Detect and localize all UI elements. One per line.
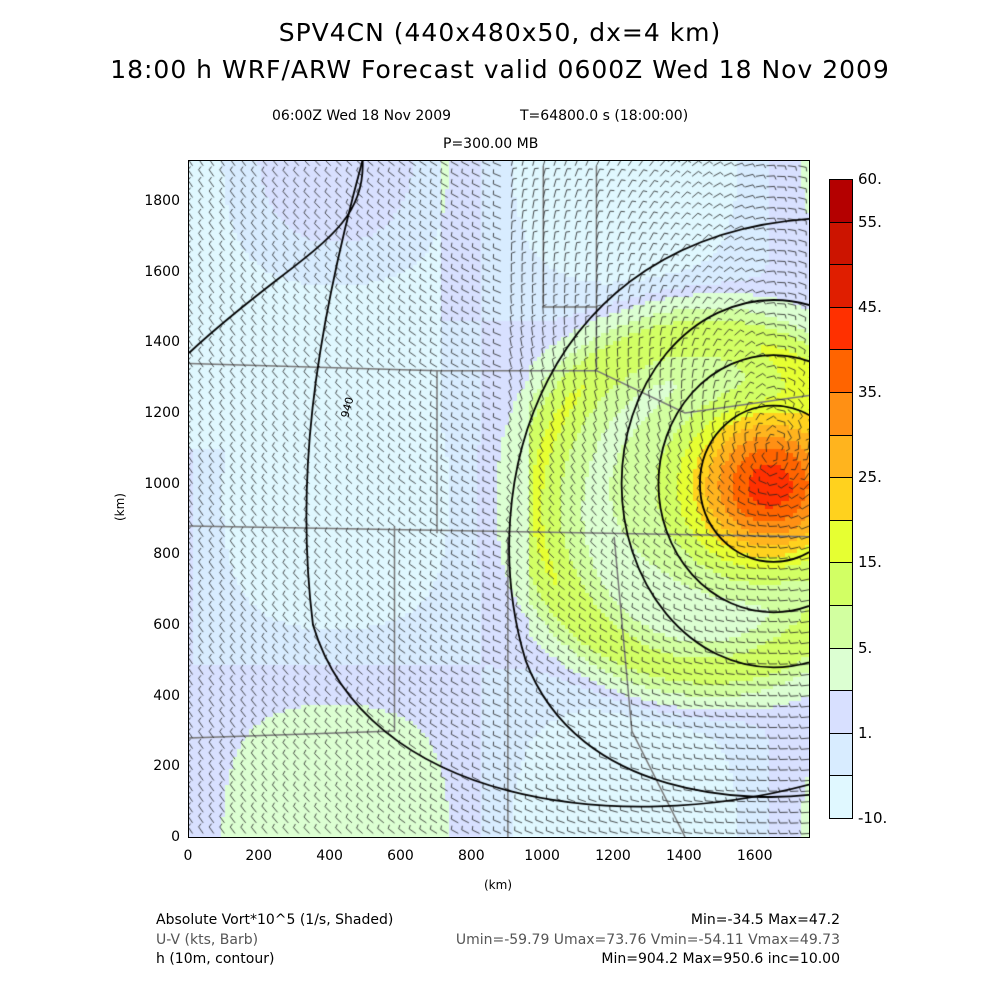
colorbar-box <box>829 221 853 266</box>
y-tick-label: 1000 <box>144 475 180 492</box>
colorbar-label: 35. <box>858 383 882 401</box>
colorbar-box <box>829 562 853 606</box>
x-axis-label: (km) <box>484 878 513 892</box>
y-tick-label: 400 <box>153 687 180 704</box>
model-seconds: T=64800.0 s (18:00:00) <box>520 108 689 124</box>
colorbar-label: 5. <box>858 638 873 657</box>
x-tick-label: 400 <box>316 848 343 864</box>
x-tick-label: 1400 <box>666 848 702 864</box>
colorbar-box <box>829 690 853 734</box>
colorbar-label: -10. <box>858 809 888 827</box>
x-tick-label: 0 <box>183 848 193 864</box>
vorticity-label: Absolute Vort*10^5 (1/s, Shaded) <box>156 912 394 928</box>
height-label: h (10m, contour) <box>156 951 275 967</box>
x-tick-label: 1600 <box>736 848 773 864</box>
colorbar-label: 15. <box>858 553 882 572</box>
colorbar-box <box>829 306 853 351</box>
colorbar-box <box>829 519 853 564</box>
colorbar-box <box>829 477 853 521</box>
colorbar-box <box>829 179 853 223</box>
x-tick-label: 1000 <box>524 848 560 864</box>
height-stats: Min=904.2 Max=950.6 inc=10.00 <box>601 951 840 967</box>
vorticity-wind-field <box>189 161 809 837</box>
y-tick-label: 1200 <box>144 405 180 422</box>
x-tick-label: 800 <box>457 848 485 864</box>
y-tick-label: 1400 <box>144 334 180 351</box>
colorbar-box <box>829 264 853 308</box>
colorbar-box <box>829 605 853 649</box>
colorbar-label: 1. <box>858 723 873 742</box>
x-tick-label: 1200 <box>595 848 631 864</box>
y-tick-label: 600 <box>153 617 180 634</box>
colorbar-box <box>829 349 853 393</box>
colorbar-box <box>829 732 853 777</box>
y-tick-label: 0 <box>171 829 180 845</box>
plot-title-forecast: 18:00 h WRF/ARW Forecast valid 0600Z Wed… <box>110 55 890 84</box>
y-tick-label: 200 <box>153 758 180 775</box>
y-tick-label: 1800 <box>144 193 180 210</box>
vorticity-stats: Min=-34.5 Max=47.2 <box>690 912 840 928</box>
colorbar-label: 45. <box>858 297 882 316</box>
colorbar-box <box>829 647 853 692</box>
colorbar-label: 25. <box>858 468 882 487</box>
colorbar-label: 55. <box>858 212 882 231</box>
x-tick-label: 600 <box>387 848 414 864</box>
colorbar-label: 60. <box>858 170 882 188</box>
colorbar-box <box>829 392 853 436</box>
map-plot-area: 940 <box>188 160 810 838</box>
y-tick-label: 1600 <box>144 263 180 280</box>
y-tick-label: 800 <box>153 546 180 563</box>
valid-time: 06:00Z Wed 18 Nov 2009 <box>272 108 452 124</box>
plot-title: SPV4CN (440x480x50, dx=4 km) <box>278 18 722 47</box>
wind-stats: Umin=-59.79 Umax=73.76 Vmin=-54.11 Vmax=… <box>455 932 840 948</box>
pressure-level: P=300.00 MB <box>443 136 539 152</box>
colorbar-box <box>829 775 853 819</box>
y-axis-label: (km) <box>113 492 128 522</box>
colorbar-box <box>829 434 853 479</box>
wind-label: U-V (kts, Barb) <box>156 932 259 948</box>
x-tick-label: 200 <box>245 848 273 864</box>
